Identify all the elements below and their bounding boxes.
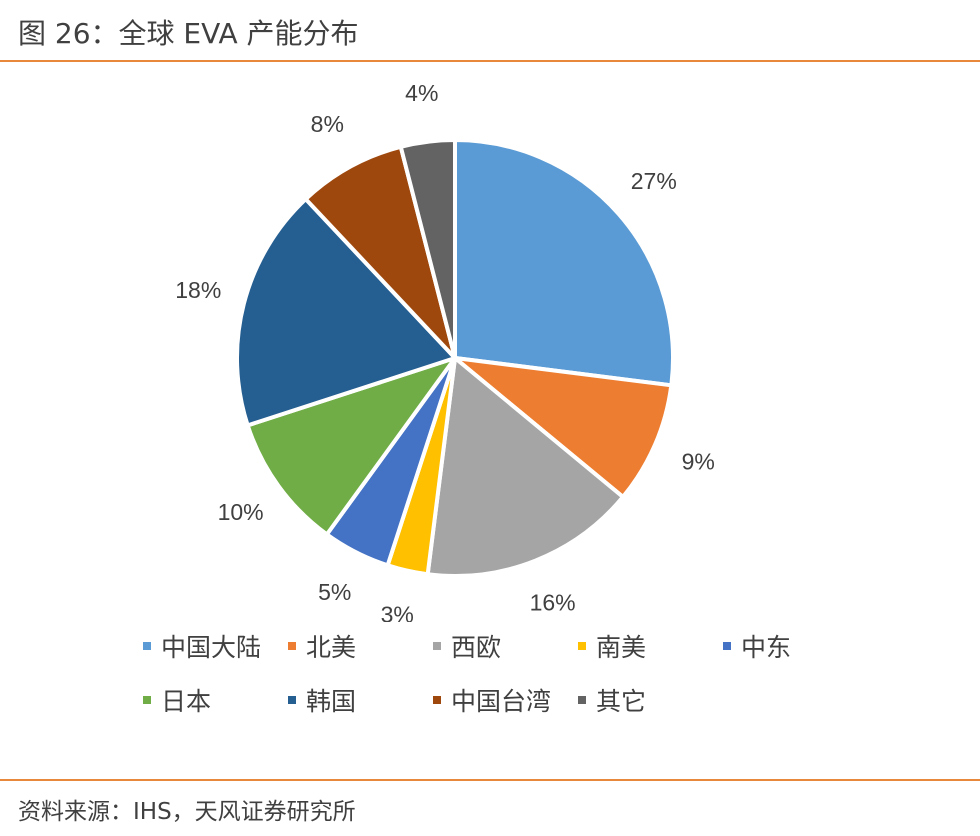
legend-label: 北美 <box>306 633 357 662</box>
legend-label: 日本 <box>161 687 212 716</box>
data-label-6: 10% <box>218 499 264 525</box>
legend-item-4: 南美 <box>578 628 646 664</box>
legend-swatch <box>433 642 441 650</box>
data-label-4: 3% <box>381 602 414 622</box>
pie-slice-9 <box>398 138 457 360</box>
legend-item-8: 中国台湾 <box>433 682 551 718</box>
bottom-divider <box>0 779 980 781</box>
pie-slice-2 <box>453 356 674 499</box>
data-label-9: 4% <box>405 80 438 106</box>
legend-item-1: 中国大陆 <box>143 628 261 664</box>
legend-label: 南美 <box>596 633 647 662</box>
pie-slice-7 <box>235 197 457 428</box>
legend-item-9: 其它 <box>578 682 646 718</box>
legend-swatch <box>578 696 586 704</box>
data-label-5: 5% <box>318 579 351 605</box>
pie-slice-6 <box>245 356 457 537</box>
legend-item-2: 北美 <box>288 628 356 664</box>
data-label-3: 16% <box>530 589 576 615</box>
legend-label: 中国大陆 <box>161 633 262 662</box>
legend-label: 韩国 <box>306 687 357 716</box>
pie-slice-3 <box>425 356 625 578</box>
data-label-1: 27% <box>631 168 677 194</box>
legend-item-3: 西欧 <box>433 628 501 664</box>
legend-swatch <box>143 696 151 704</box>
legend-item-6: 日本 <box>143 682 211 718</box>
legend-swatch <box>288 642 296 650</box>
legend-label: 其它 <box>596 687 647 716</box>
legend-item-5: 中东 <box>723 628 791 664</box>
data-label-7: 18% <box>175 277 221 303</box>
legend-swatch <box>433 696 441 704</box>
source-note: 资料来源：IHS，天风证券研究所 <box>18 799 356 825</box>
pie-slice-1 <box>453 138 675 388</box>
pie-chart: 27% 9% 16% 3% 5% 10% 18% 8% 4% <box>175 80 715 622</box>
legend-label: 中东 <box>741 633 792 662</box>
data-label-8: 8% <box>311 111 344 137</box>
legend-swatch <box>288 696 296 704</box>
top-divider <box>0 60 980 62</box>
legend-swatch <box>578 642 586 650</box>
pie-slice-8 <box>303 144 457 360</box>
legend-label: 西欧 <box>451 633 502 662</box>
legend-item-7: 韩国 <box>288 682 356 718</box>
data-label-2: 9% <box>682 448 715 474</box>
chart-title: 图 26：全球 EVA 产能分布 <box>18 17 359 50</box>
legend-swatch <box>143 642 151 650</box>
legend-label: 中国台湾 <box>451 687 552 716</box>
legend-swatch <box>723 642 731 650</box>
